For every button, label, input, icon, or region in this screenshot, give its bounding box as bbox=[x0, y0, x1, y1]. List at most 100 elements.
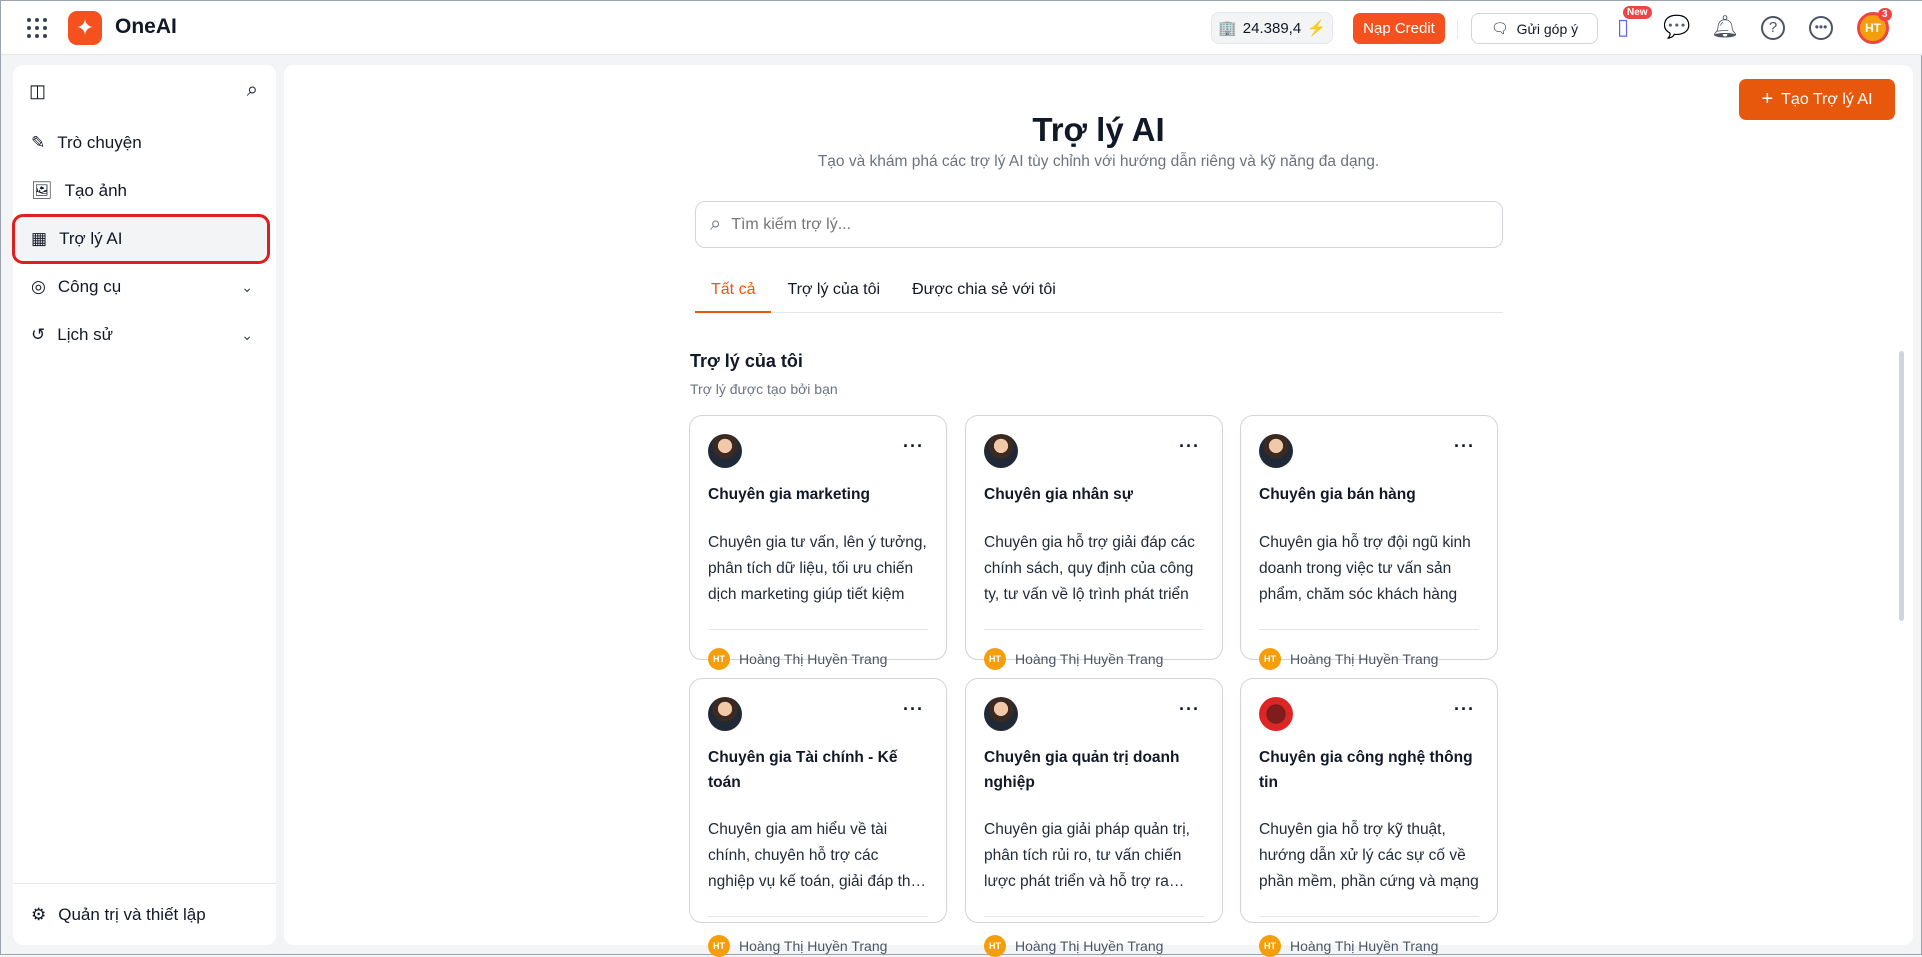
feedback-label: Gửi góp ý bbox=[1516, 20, 1579, 37]
sidebar-item-history[interactable]: ↺ Lịch sử ⌄ bbox=[15, 313, 267, 357]
assistant-title: Chuyên gia bán hàng bbox=[1259, 486, 1416, 503]
search-icon[interactable]: ⌕ bbox=[246, 79, 258, 101]
tab-bar: Tất cả Trợ lý của tôi Được chia sẻ với t… bbox=[695, 277, 1503, 313]
sidebar-item-chat[interactable]: ✎ Trò chuyện bbox=[15, 121, 267, 165]
author-avatar: HT bbox=[1259, 648, 1281, 670]
gear-icon: ⚙ bbox=[31, 905, 47, 924]
author-avatar: HT bbox=[984, 648, 1006, 670]
more-options-icon[interactable]: ··· bbox=[1454, 436, 1475, 456]
apps-grid-icon[interactable] bbox=[27, 18, 47, 38]
chat-bubble-icon[interactable]: 💬 bbox=[1663, 14, 1691, 39]
assistant-description: Chuyên gia tư vấn, lên ý tưởng, phân tíc… bbox=[708, 534, 927, 603]
divider bbox=[1259, 629, 1479, 630]
feedback-button[interactable]: 🗨 Gửi góp ý bbox=[1471, 13, 1598, 44]
divider bbox=[708, 916, 928, 917]
sidebar-item-label: Trợ lý AI bbox=[59, 229, 123, 248]
assistant-title: Chuyên gia nhân sự bbox=[984, 486, 1134, 503]
section-title: Trợ lý của tôi bbox=[690, 351, 803, 371]
chevron-down-icon: ⌄ bbox=[241, 326, 253, 343]
divider bbox=[708, 629, 928, 630]
divider bbox=[1457, 19, 1458, 39]
author: HT Hoàng Thị Huyền Trang bbox=[984, 648, 1163, 670]
building-icon: 🏢 bbox=[1218, 20, 1237, 37]
topup-credit-button[interactable]: Nạp Credit bbox=[1353, 13, 1445, 44]
feedback-icon: 🗨 bbox=[1490, 20, 1509, 36]
author-name: Hoàng Thị Huyền Trang bbox=[1290, 651, 1439, 667]
assistant-avatar bbox=[1259, 434, 1293, 468]
more-options-icon[interactable]: ··· bbox=[1179, 436, 1200, 456]
assistant-card[interactable]: ··· Chuyên gia Tài chính - Kế toán Chuyê… bbox=[689, 678, 947, 957]
assistant-description: Chuyên gia hỗ trợ giải đáp các chính sác… bbox=[984, 534, 1195, 603]
assistant-card[interactable]: ··· Chuyên gia quản trị doanh nghiệp Chu… bbox=[965, 678, 1223, 957]
tab-shared[interactable]: Được chia sẻ với tôi bbox=[912, 281, 1056, 298]
sidebar-item-tools[interactable]: ◎ Công cụ ⌄ bbox=[15, 265, 267, 309]
more-options-icon[interactable]: ··· bbox=[903, 699, 924, 719]
sidebar: ◫ ⌕ ✎ Trò chuyện 🖼︎ Tạo ảnh ▦ Trợ lý AI ◎ Cô… bbox=[12, 65, 276, 945]
grid-icon: ▦ bbox=[31, 229, 48, 248]
divider bbox=[984, 629, 1204, 630]
tab-mine[interactable]: Trợ lý của tôi bbox=[787, 281, 881, 298]
author-name: Hoàng Thị Huyền Trang bbox=[1015, 938, 1164, 954]
compass-icon: ◎ bbox=[31, 277, 46, 296]
new-badge: New bbox=[1623, 6, 1652, 19]
assistant-avatar bbox=[984, 697, 1018, 731]
author: HT Hoàng Thị Huyền Trang bbox=[984, 935, 1163, 957]
scrollbar[interactable] bbox=[1899, 351, 1904, 621]
history-icon: ↺ bbox=[31, 325, 46, 344]
author-avatar: HT bbox=[708, 935, 730, 957]
credit-balance[interactable]: 🏢 24.389,4 ⚡ bbox=[1211, 12, 1333, 44]
top-bar: ✦ OneAI 🏢 24.389,4 ⚡ Nạp Credit 🗨 Gửi góp ý… bbox=[1, 1, 1922, 55]
settings-link[interactable]: ⚙ Quản trị và thiết lập bbox=[15, 893, 267, 937]
tab-all[interactable]: Tất cả bbox=[695, 277, 772, 313]
author-name: Hoàng Thị Huyền Trang bbox=[1290, 938, 1439, 954]
assistant-avatar bbox=[984, 434, 1018, 468]
author-name: Hoàng Thị Huyền Trang bbox=[739, 938, 888, 954]
more-options-icon[interactable]: ··· bbox=[1179, 699, 1200, 719]
assistant-card[interactable]: ··· Chuyên gia marketing Chuyên gia tư v… bbox=[689, 415, 947, 670]
divider bbox=[1259, 916, 1479, 917]
sidebar-item-image[interactable]: 🖼︎ Tạo ảnh bbox=[15, 169, 267, 213]
credit-value: 24.389,4 bbox=[1242, 19, 1302, 37]
author: HT Hoàng Thị Huyền Trang bbox=[1259, 935, 1438, 957]
assistant-title: Chuyên gia marketing bbox=[708, 486, 870, 503]
sidebar-item-label: Tạo ảnh bbox=[64, 181, 127, 200]
author-name: Hoàng Thị Huyền Trang bbox=[739, 651, 888, 667]
bolt-icon: ⚡ bbox=[1307, 20, 1326, 37]
create-label: Tạo Trợ lý AI bbox=[1781, 90, 1873, 108]
assistant-description: Chuyên gia hỗ trợ kỹ thuật, hướng dẫn xử… bbox=[1259, 821, 1479, 890]
sidebar-toggle-icon[interactable]: ◫ bbox=[29, 81, 47, 101]
sidebar-item-label: Công cụ bbox=[57, 277, 122, 296]
search-input[interactable] bbox=[731, 215, 1432, 234]
bell-icon[interactable]: 🔔︎ bbox=[1711, 14, 1739, 39]
plus-icon: + bbox=[1761, 88, 1774, 110]
assistant-avatar bbox=[708, 434, 742, 468]
sidebar-item-assistant[interactable]: ▦ Trợ lý AI bbox=[12, 214, 270, 264]
app-name: OneAI bbox=[115, 15, 177, 38]
author-avatar: HT bbox=[984, 935, 1006, 957]
author-avatar: HT bbox=[708, 648, 730, 670]
author: HT Hoàng Thị Huyền Trang bbox=[708, 935, 887, 957]
assistant-title: Chuyên gia công nghệ thông tin bbox=[1259, 749, 1473, 791]
settings-label: Quản trị và thiết lập bbox=[58, 905, 206, 924]
more-icon[interactable]: ••• bbox=[1809, 16, 1833, 40]
search-box[interactable]: ⌕ bbox=[695, 201, 1503, 248]
more-options-icon[interactable]: ··· bbox=[1454, 699, 1475, 719]
assistant-card[interactable]: ··· Chuyên gia nhân sự Chuyên gia hỗ trợ… bbox=[965, 415, 1223, 670]
assistant-card[interactable]: ··· Chuyên gia công nghệ thông tin Chuyê… bbox=[1240, 678, 1498, 957]
page-subtitle: Tạo và khám phá các trợ lý AI tùy chỉnh … bbox=[817, 153, 1380, 170]
page-title: Trợ lý AI bbox=[1032, 111, 1165, 148]
assistant-title: Chuyên gia quản trị doanh nghiệp bbox=[984, 749, 1180, 791]
section-subtitle: Trợ lý được tạo bởi bạn bbox=[690, 381, 838, 397]
assistant-avatar bbox=[1259, 697, 1293, 731]
create-assistant-button[interactable]: + Tạo Trợ lý AI bbox=[1739, 79, 1895, 120]
help-icon[interactable]: ? bbox=[1761, 16, 1785, 40]
divider bbox=[984, 916, 1204, 917]
sidebar-item-label: Trò chuyện bbox=[57, 133, 142, 152]
mobile-app-icon[interactable]: ▯ bbox=[1617, 14, 1630, 39]
chevron-down-icon: ⌄ bbox=[241, 278, 253, 295]
author: HT Hoàng Thị Huyền Trang bbox=[1259, 648, 1438, 670]
assistant-card[interactable]: ··· Chuyên gia bán hàng Chuyên gia hỗ tr… bbox=[1240, 415, 1498, 670]
assistant-description: Chuyên gia giải pháp quản trị, phân tích… bbox=[984, 821, 1190, 890]
more-options-icon[interactable]: ··· bbox=[903, 436, 924, 456]
notification-count: 3 bbox=[1878, 8, 1892, 21]
